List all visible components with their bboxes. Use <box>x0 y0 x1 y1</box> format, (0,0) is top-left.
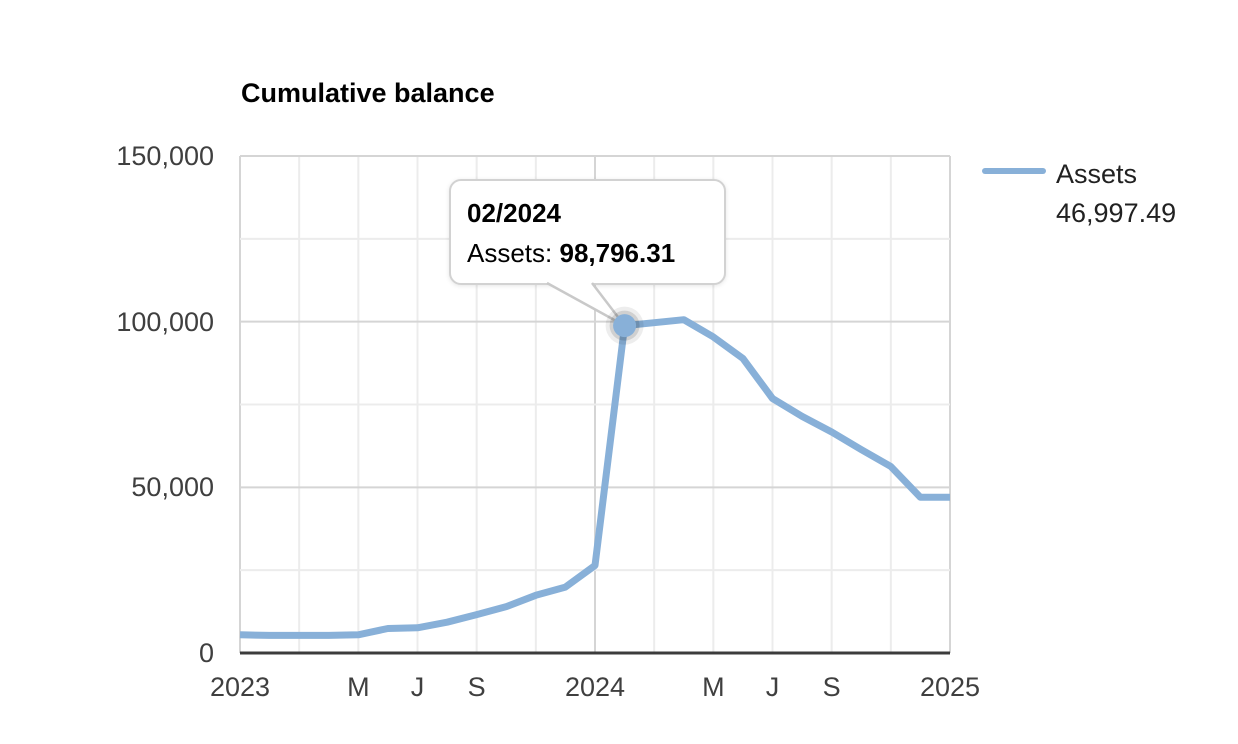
data-point-tooltip: 02/2024 Assets: 98,796.31 <box>449 179 726 285</box>
x-tick-label: J <box>410 672 425 702</box>
x-tick-label: 2024 <box>564 672 626 702</box>
legend-series-name: Assets <box>1056 159 1138 189</box>
x-tick-label: 2023 <box>209 672 271 702</box>
tooltip-value-line: Assets: 98,796.31 <box>467 233 724 273</box>
highlight-dot <box>613 314 637 338</box>
x-tick-label: J <box>765 672 780 702</box>
y-tick-label: 50,000 <box>131 472 214 503</box>
legend-series-value: 46,997.49 <box>1056 198 1177 228</box>
legend-text: Assets 46,997.49 <box>1056 155 1176 233</box>
y-tick-label: 100,000 <box>116 306 214 337</box>
tooltip-pointer-overlay <box>546 281 644 345</box>
x-tick-label: 2025 <box>919 672 981 702</box>
x-tick-label: S <box>467 672 486 702</box>
legend-line-swatch <box>982 168 1046 174</box>
assets-line <box>239 316 950 639</box>
x-tick-label: S <box>822 672 841 702</box>
tooltip-date: 02/2024 <box>467 198 561 228</box>
tooltip-pointer-edge <box>546 281 626 327</box>
y-tick-label: 150,000 <box>116 141 214 171</box>
chart-title: Cumulative balance <box>241 78 495 108</box>
y-tick-label: 0 <box>198 638 214 668</box>
x-tick-label: M <box>702 672 725 702</box>
tooltip-value: 98,796.31 <box>559 238 676 268</box>
tooltip-series-label: Assets: <box>467 238 560 268</box>
x-tick-label: M <box>347 672 370 702</box>
